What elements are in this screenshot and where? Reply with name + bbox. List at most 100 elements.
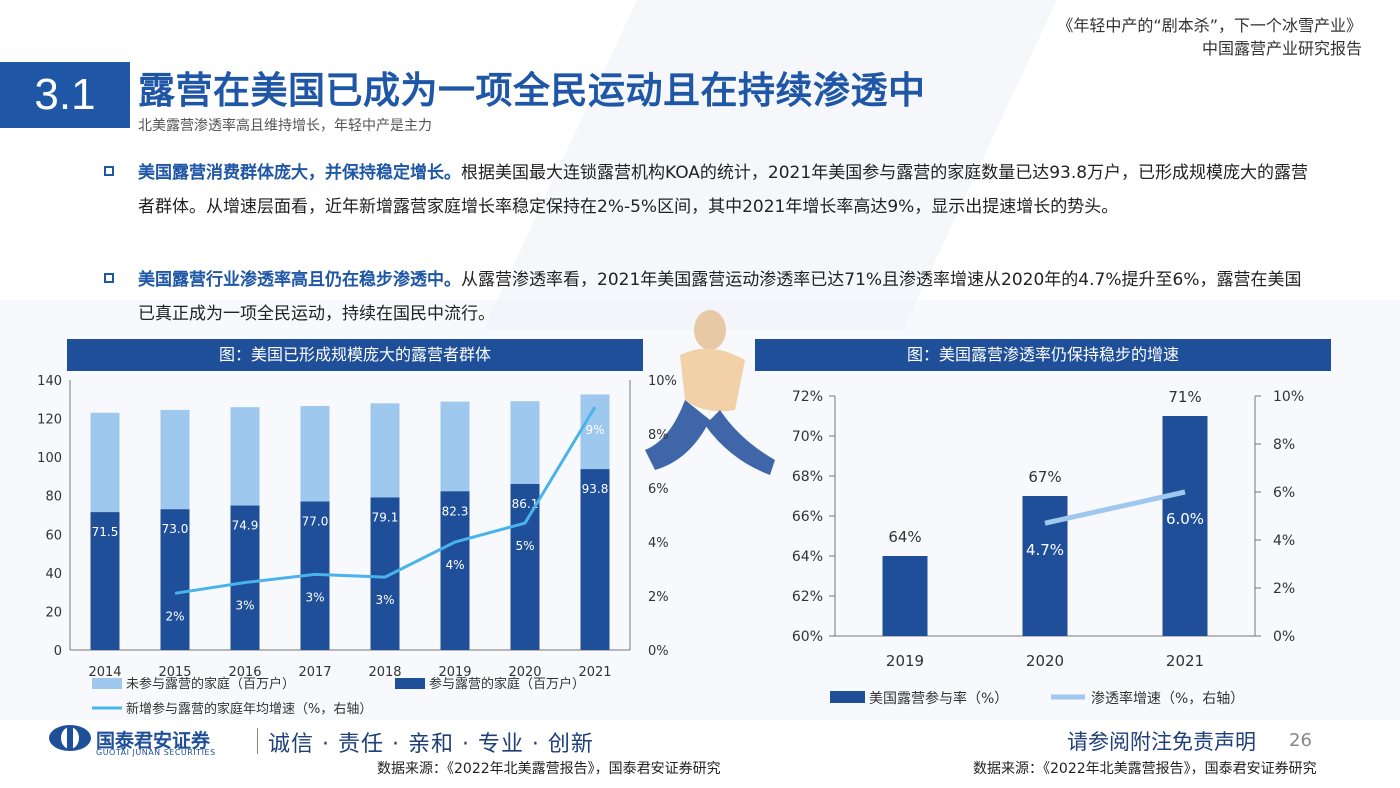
chart-1-y-tick: 0 (54, 644, 62, 659)
chart-1-bar-not-joined (440, 401, 470, 492)
chart-1-title: 图：美国已形成规模庞大的露营者群体 (67, 339, 643, 371)
chart-1-line-label: 2% (165, 609, 184, 623)
chart-2-line-label: 4.7% (1026, 541, 1064, 559)
chart-1-y2-tick: 2% (648, 590, 669, 605)
chart-1-y-tick: 60 (45, 528, 62, 543)
chart-2-y-tick: 60% (792, 629, 823, 645)
chart-1-bar-label: 73.0 (162, 522, 189, 536)
chart-1-bar-joined (160, 509, 190, 650)
company-logo-icon (49, 725, 91, 751)
chart-1-bar-label: 77.0 (302, 515, 329, 529)
chart-1-line-label: 3% (305, 590, 324, 604)
chart-1-bar-not-joined (160, 409, 190, 510)
chart-1-line-label: 9% (585, 423, 604, 437)
chart-2-y2-tick: 0% (1273, 629, 1295, 645)
chart-1-x-tick: 2015 (158, 665, 191, 680)
chart-2-y2-tick: 6% (1273, 485, 1295, 501)
chart-2-y-tick: 70% (792, 429, 823, 445)
disclaimer-notice: 请参阅附注免责声明 (1067, 730, 1256, 754)
chart-1-bar-not-joined (510, 401, 540, 484)
chart-1-bar-label: 71.5 (92, 525, 119, 539)
chart-2-line-label: 6.0% (1166, 510, 1204, 528)
chart-1-legend-joined: 参与露营的家庭（百万户） (429, 676, 585, 692)
chart-2-legend-swatch-participation (830, 691, 865, 703)
chart-1-bar-joined (510, 483, 540, 650)
chart-1-x-tick: 2020 (508, 665, 541, 680)
chart-1-bar-label: 74.9 (232, 519, 259, 533)
company-logo-english: GUOTAI JUNAN SECURITIES (96, 748, 216, 757)
chart-1-y-tick: 120 (37, 413, 62, 428)
report-header: 《年轻中产的“剧本杀”，下一个冰雪产业》 中国露营产业研究报告 (1057, 14, 1362, 60)
chart-1-line-label: 5% (515, 539, 534, 553)
chart-1-bar-not-joined (90, 412, 120, 513)
chart-2-bar-label: 71% (1168, 388, 1201, 406)
chart-1-source: 数据来源：《2022年北美露营报告》，国泰君安证券研究 (377, 761, 721, 777)
chart-2-y2-tick: 2% (1273, 581, 1295, 597)
chart-1-legend-swatch-joined (395, 678, 425, 689)
chart-2-y2-tick: 10% (1273, 389, 1304, 405)
chart-1-line-label: 3% (375, 593, 394, 607)
section-number: 3.1 (0, 62, 130, 128)
chart-2-x-tick: 2019 (886, 652, 924, 670)
chart-1-bar-not-joined (230, 407, 260, 506)
report-header-line2: 中国露营产业研究报告 (1201, 39, 1362, 58)
page-title: 露营在美国已成为一项全民运动且在持续渗透中 (138, 69, 926, 112)
chart-1-x-tick: 2021 (578, 665, 611, 680)
bullet-text: 从露营渗透率看，2021年美国露营运动渗透率已达71%且渗透率增速从2020年的… (138, 270, 1302, 324)
chart-2-y2-tick: 4% (1273, 533, 1295, 549)
page-number: 26 (1289, 730, 1312, 751)
chart-2-y-tick: 72% (792, 389, 823, 405)
chart-1-growth-line (174, 406, 597, 595)
chart-1-legend-not-joined: 未参与露营的家庭（百万户） (126, 676, 295, 692)
page-subtitle: 北美露营渗透率高且维持增长，年轻中产是主力 (138, 118, 432, 134)
chart-1-bar-label: 82.3 (442, 504, 469, 518)
chart-1-bar-label: 79.1 (372, 510, 399, 524)
chart-1-legend-growth: 新增参与露营的家庭年均增速（%，右轴） (126, 701, 372, 717)
chart-1-y2-tick: 8% (648, 428, 669, 443)
chart-1-legend-swatch-not-joined (92, 678, 122, 689)
chart-2-y-tick: 68% (792, 469, 823, 485)
chart-1-x-tick: 2018 (368, 665, 401, 680)
chart-2-y-tick: 66% (792, 509, 823, 525)
chart-2-x-tick: 2021 (1166, 652, 1204, 670)
chart-1-bar-joined (440, 491, 470, 650)
chart-1-bar-joined (90, 512, 120, 650)
chart-1-line-label: 3% (235, 599, 254, 613)
bullet-item-2: 美国露营行业渗透率高且仍在稳步渗透中。从露营渗透率看，2021年美国露营运动渗透… (104, 263, 1314, 331)
chart-1-bar-not-joined (370, 403, 400, 498)
chart-1-x-tick: 2017 (298, 665, 331, 680)
running-person-illustration (645, 310, 775, 475)
chart-1-x-tick: 2014 (88, 665, 121, 680)
bullet-square-icon (104, 166, 114, 176)
chart-1-y-tick: 20 (45, 605, 62, 620)
chart-1-y-tick: 80 (45, 490, 62, 505)
chart-2-bar-participation (1162, 416, 1208, 636)
chart-2-growth-line (1044, 489, 1186, 526)
chart-1-bar-joined (230, 505, 260, 650)
chart-2-penetration-bars: 60% 62% 64% 66% 68% 70% 72% 0% 2% 4% 6% 8% 10% 64% 201… (792, 388, 1304, 707)
chart-2-bar-label: 64% (888, 528, 921, 546)
chart-1-household-bars: 0 20 40 60 80 100 120 140 0% 2% 4% 6% 8% 10% 71.5 2014 7… (37, 374, 677, 717)
footer-divider (257, 728, 258, 754)
chart-1-y-tick: 100 (37, 451, 62, 466)
report-header-line1: 《年轻中产的“剧本杀”，下一个冰雪产业》 (1057, 16, 1362, 35)
chart-2-y2-tick: 8% (1273, 437, 1295, 453)
chart-1-x-tick: 2016 (228, 665, 261, 680)
chart-2-bar-participation (882, 556, 928, 636)
chart-1-bar-label: 86.1 (512, 497, 539, 511)
chart-2-title: 图：美国露营渗透率仍保持稳步的增速 (755, 339, 1331, 371)
chart-1-y-tick: 40 (45, 567, 62, 582)
chart-2-bar-participation (1022, 496, 1068, 636)
chart-1-bar-joined (580, 469, 610, 650)
chart-1-line-label: 4% (445, 558, 464, 572)
chart-2-legend-growth: 渗透率增速（%，右轴） (1091, 690, 1244, 707)
chart-1-x-tick: 2019 (438, 665, 471, 680)
chart-1-bar-not-joined (300, 406, 330, 502)
chart-2-y-tick: 62% (792, 589, 823, 605)
chart-2-source: 数据来源：《2022年北美露营报告》，国泰君安证券研究 (973, 761, 1317, 777)
chart-1-y2-tick: 4% (648, 536, 669, 551)
chart-2-bar-label: 67% (1028, 468, 1061, 486)
bullet-square-icon (104, 273, 114, 283)
chart-1-y-tick: 140 (37, 374, 62, 389)
bullet-text: 根据美国最大连锁露营机构KOA的统计，2021年美国参与露营的家庭数量已达93.… (138, 163, 1309, 217)
